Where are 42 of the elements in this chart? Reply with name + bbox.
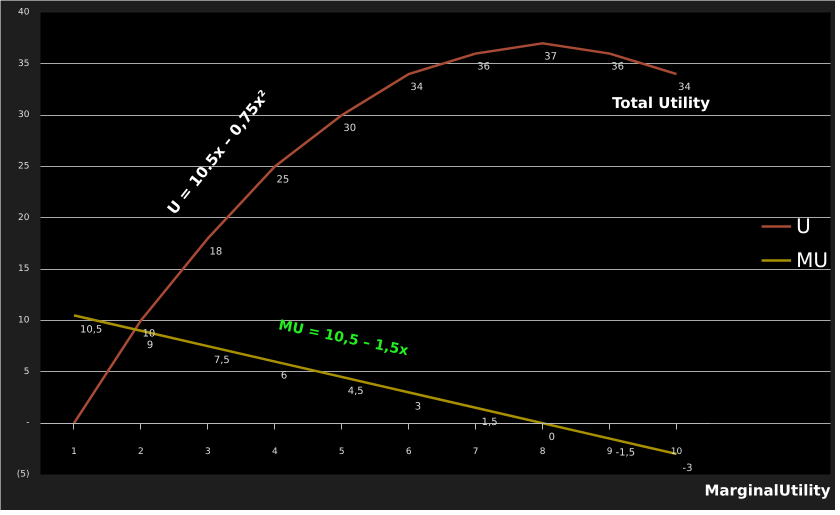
- x-tick-label: 10: [670, 447, 683, 458]
- annotation: MU = 10,5 – 1,5x: [277, 317, 410, 360]
- data-label: 34: [678, 82, 691, 94]
- x-tick-label: 8: [540, 447, 546, 458]
- y-tick-label: 20: [18, 212, 30, 223]
- x-tick-label: 2: [138, 447, 144, 458]
- data-label: 30: [343, 123, 356, 134]
- x-tick-label: 7: [472, 447, 479, 458]
- y-tick-label: 25: [18, 162, 30, 172]
- x-tick-label: 9: [606, 447, 613, 458]
- y-tick-label: 15: [18, 264, 30, 274]
- x-tick-label: 5: [338, 447, 345, 458]
- annotation: Total Utility: [612, 94, 710, 112]
- y-tick-label: 30: [18, 110, 30, 120]
- data-label: 18: [210, 246, 222, 258]
- data-label: 36: [611, 62, 624, 73]
- text: MarginalUtility: [704, 482, 831, 500]
- data-label: 3: [414, 401, 422, 412]
- data-label: 9: [146, 340, 154, 351]
- legend-label: U: [796, 214, 812, 238]
- y-tick-label: 35: [18, 58, 30, 69]
- y-tick-label: (5): [16, 470, 30, 480]
- data-label: 10,5: [80, 324, 102, 336]
- data-label: 36: [477, 62, 490, 73]
- x-tick-label: 4: [272, 447, 278, 458]
- data-label: 6: [280, 370, 288, 382]
- data-label: 37: [544, 51, 557, 62]
- legend-label: MU: [796, 248, 828, 272]
- data-label: 7,5: [214, 355, 230, 366]
- x-tick-label: 6: [406, 447, 412, 458]
- data-label: 4,5: [348, 386, 364, 397]
- y-tick-label: 40: [18, 8, 30, 18]
- data-label: -1,5: [616, 448, 636, 459]
- data-label: 25: [276, 174, 290, 186]
- x-tick-label: 3: [205, 447, 211, 458]
- x-tick-label: 1: [71, 447, 77, 458]
- y-tick-label: 5: [24, 366, 30, 377]
- y-tick-label: -: [26, 418, 30, 428]
- y-tick-label: 10: [18, 316, 30, 326]
- data-label: 34: [410, 82, 424, 94]
- data-label: -3: [682, 462, 692, 474]
- data-label: 0: [548, 432, 555, 444]
